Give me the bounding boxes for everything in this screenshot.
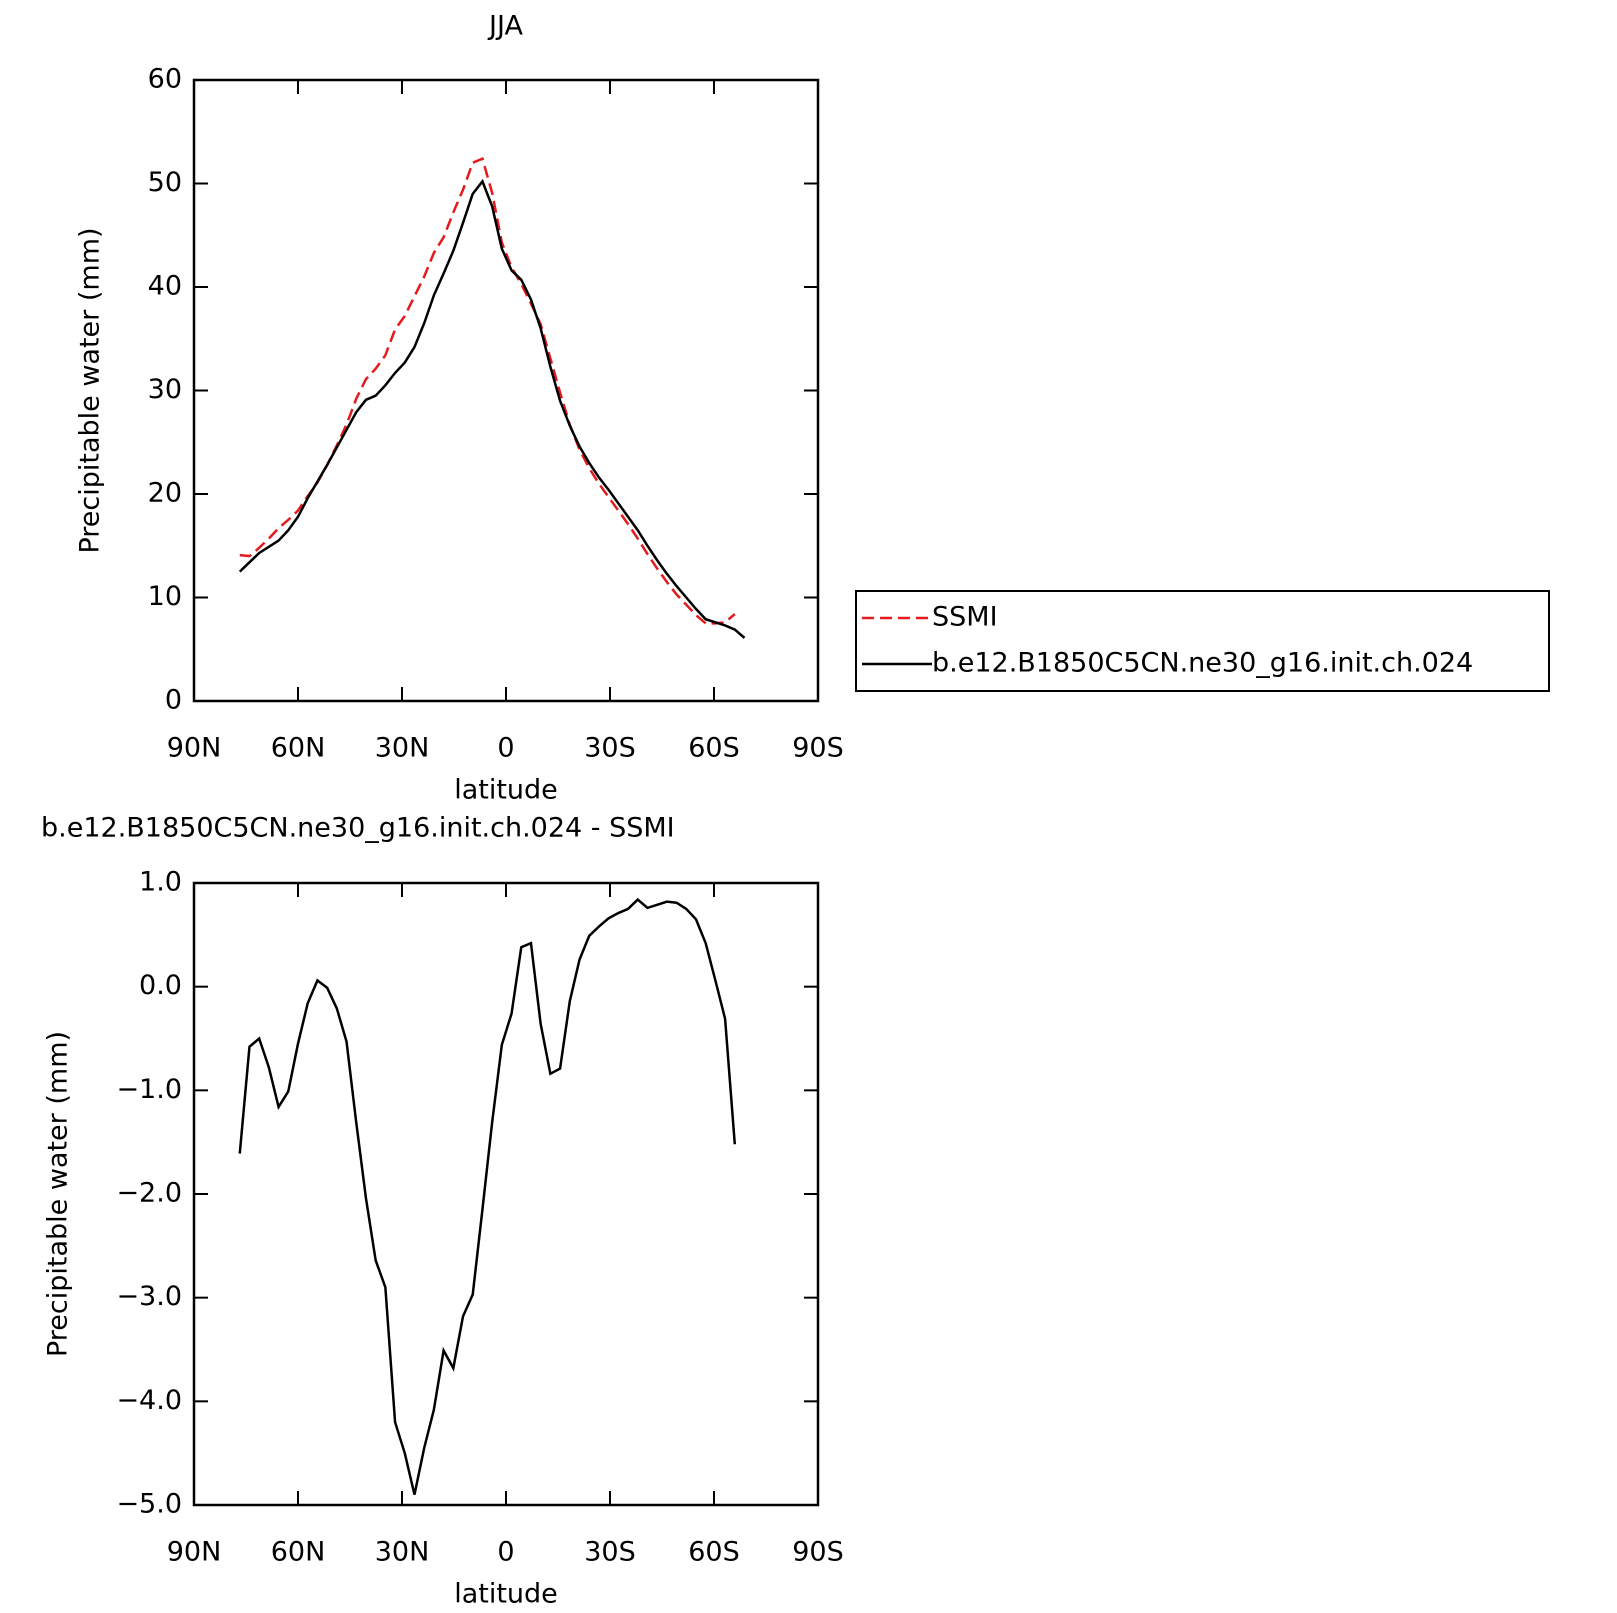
x-tick-label: 90N [167,733,222,764]
y-tick-label: 1.0 [139,867,182,898]
y-tick-label: 0.0 [139,970,182,1001]
y-tick-label: 50 [148,167,182,198]
x-tick-label: 60S [688,1537,740,1568]
y-tick-label: 60 [148,64,182,95]
chart-title: JJA [487,11,523,42]
x-axis-label: latitude [454,775,558,806]
x-tick-label: 60N [271,733,326,764]
y-axis-label: Precipitable water (mm) [75,227,106,553]
y-tick-label: 10 [148,581,182,612]
y-tick-label: 30 [148,374,182,405]
y-tick-label: −4.0 [116,1385,182,1416]
x-tick-label: 90S [792,733,844,764]
plot-frame [192,881,820,1507]
legend-label: SSMI [932,602,998,633]
x-tick-label: 90N [167,1537,222,1568]
x-axis-label: latitude [454,1579,558,1610]
series-line [239,156,736,625]
plot-frame [192,78,820,703]
x-tick-label: 0 [497,1537,514,1568]
legend-label: b.e12.B1850C5CN.ne30_g16.init.ch.024 [932,648,1473,679]
x-tick-label: 30S [584,733,636,764]
y-tick-label: 0 [165,685,182,716]
y-tick-label: −5.0 [116,1489,182,1520]
chart-title: b.e12.B1850C5CN.ne30_g16.init.ch.024 - S… [41,813,675,844]
y-axis-label: Precipitable water (mm) [43,1031,74,1357]
x-tick-label: 90S [792,1537,844,1568]
y-tick-label: −1.0 [116,1074,182,1105]
x-tick-label: 30S [584,1537,636,1568]
x-tick-label: 30N [375,733,430,764]
y-tick-label: −3.0 [116,1281,182,1312]
series-line [238,897,737,1495]
x-tick-label: 60S [688,733,740,764]
legend-box [855,590,1550,692]
series-line [238,178,746,639]
x-tick-label: 60N [271,1537,326,1568]
y-tick-label: −2.0 [116,1178,182,1209]
y-tick-label: 20 [148,478,182,509]
x-tick-label: 30N [375,1537,430,1568]
y-tick-label: 40 [148,271,182,302]
x-tick-label: 0 [497,733,514,764]
